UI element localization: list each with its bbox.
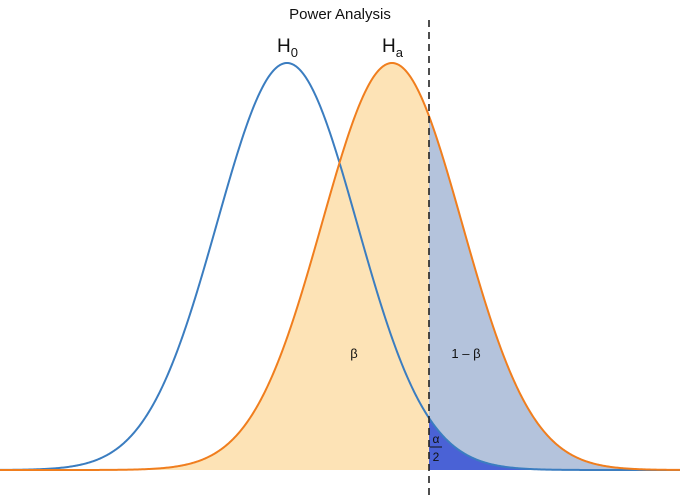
power-region xyxy=(429,116,680,470)
title: Power Analysis xyxy=(289,6,391,23)
curves xyxy=(0,61,680,471)
alpha-region xyxy=(429,418,680,470)
regions xyxy=(0,63,680,470)
ha-sub: a xyxy=(396,45,404,60)
power-label: 1 – β xyxy=(451,346,480,361)
h0-label: H0 xyxy=(277,36,298,60)
h0-sub: 0 xyxy=(291,45,298,60)
alpha-denominator: 2 xyxy=(433,450,440,464)
ha-label: Ha xyxy=(382,36,404,60)
ha-curve xyxy=(0,61,680,471)
beta-label: β xyxy=(350,346,357,361)
alpha-numerator: α xyxy=(433,432,440,446)
ha-main: H xyxy=(382,36,396,57)
h0-main: H xyxy=(277,36,291,57)
beta-region xyxy=(0,63,429,470)
